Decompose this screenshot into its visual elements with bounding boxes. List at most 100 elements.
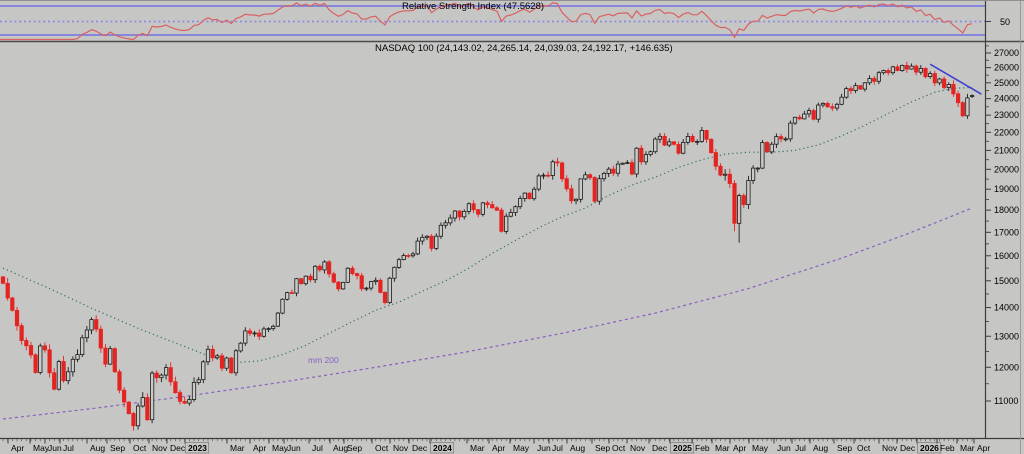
candle-body <box>774 136 779 145</box>
x-axis-month-label: Sep <box>595 443 610 453</box>
candle-body <box>466 203 472 212</box>
candle-body <box>52 372 57 390</box>
candle-body <box>746 180 751 206</box>
candle-body <box>261 328 267 337</box>
candle-body <box>862 82 868 90</box>
candle-body <box>229 357 234 374</box>
x-axis-month-label: Feb <box>940 443 955 453</box>
candle-body <box>951 84 956 95</box>
candle-body <box>830 106 835 109</box>
candle-body <box>238 342 243 352</box>
y-axis-label: 19000 <box>994 184 1019 194</box>
candle-body <box>653 138 658 153</box>
candle-body <box>820 103 826 106</box>
candle-body <box>308 275 313 281</box>
candle-body <box>564 178 569 190</box>
candle-body <box>187 399 192 404</box>
x-axis-year-label: 2024 <box>433 443 452 453</box>
candle-body <box>145 397 150 421</box>
candle-body <box>196 379 201 383</box>
x-axis-month-label: Mar <box>715 443 730 453</box>
x-axis-month-label: Oct <box>857 443 871 453</box>
candle-body <box>695 141 700 143</box>
candle-body <box>303 275 308 285</box>
candle-body <box>560 162 565 180</box>
candle-body <box>792 116 798 124</box>
x-axis-month-label: Nov <box>630 443 646 453</box>
candle-body <box>629 162 635 175</box>
trendline[interactable] <box>929 63 982 95</box>
candle-body <box>336 281 341 290</box>
y-axis-label: 16000 <box>994 251 1019 261</box>
candle-body <box>494 207 500 211</box>
candles-group[interactable] <box>0 61 975 431</box>
candle-body <box>410 253 416 257</box>
candle-body <box>462 210 467 218</box>
candle-body <box>965 97 970 117</box>
ma200-line <box>2 207 973 420</box>
x-axis-month-label: Oct <box>375 443 389 453</box>
x-axis-month-label: Aug <box>813 443 828 453</box>
x-axis-month-label: Jun <box>777 443 791 453</box>
x-axis-month-label: Sep <box>347 443 362 453</box>
price-series-title[interactable]: NASDAQ 100 (24,143.02, 24,265.14, 24,039… <box>375 43 673 54</box>
candle-body <box>326 261 332 275</box>
candle-body <box>313 265 318 281</box>
candle-body <box>331 273 336 283</box>
candle-body <box>448 217 453 224</box>
candle-body <box>457 210 462 218</box>
candle-body <box>452 210 458 219</box>
candle-body <box>373 279 378 282</box>
y-axis-label: 18000 <box>994 205 1019 215</box>
candle-body <box>504 215 509 232</box>
x-axis-year-label: 2025 <box>673 443 692 453</box>
y-axis-label: 21000 <box>994 145 1019 155</box>
y-axis-label: 15000 <box>994 276 1019 286</box>
candle-body <box>94 319 99 330</box>
candle-body <box>415 240 420 255</box>
y-axis-label: 17000 <box>994 227 1019 237</box>
candle-body <box>751 167 756 181</box>
candle-body <box>131 413 136 427</box>
candle-body <box>224 357 229 369</box>
candle-body <box>765 142 770 153</box>
x-axis-month-label: Apr <box>253 443 266 453</box>
x-axis-month-label: Aug <box>90 443 105 453</box>
x-axis-month-label: Sep <box>110 443 125 453</box>
candle-body <box>583 174 588 180</box>
x-axis-month-label: May <box>513 443 530 453</box>
x-axis-month-label: Dec <box>170 443 186 453</box>
candle-body <box>569 188 574 202</box>
x-axis-month-label: Apr <box>11 443 24 453</box>
candle-body <box>769 143 774 153</box>
candle-body <box>648 151 653 155</box>
candle-body <box>219 355 225 369</box>
candle-body <box>322 261 327 271</box>
candle-body <box>816 104 821 120</box>
x-axis-month-label: Aug <box>570 443 585 453</box>
candle-body <box>173 381 178 394</box>
candle-body <box>788 122 793 140</box>
candle-body <box>783 138 788 141</box>
y-axis-label: 25000 <box>994 78 1019 88</box>
rsi-indicator-title[interactable]: Relative Strength Index (47.5628) <box>401 1 545 12</box>
candle-body <box>168 367 173 383</box>
candle-body <box>932 73 937 84</box>
rsi-axis-label: 50 <box>1000 17 1010 27</box>
candle-body <box>299 278 304 285</box>
candle-body <box>280 298 285 314</box>
candle-body <box>611 168 616 174</box>
candle-body <box>522 192 527 199</box>
candle-body <box>806 110 812 115</box>
candle-body <box>80 337 85 355</box>
candle-body <box>247 330 252 334</box>
candle-body <box>387 277 392 304</box>
candle-body <box>918 68 923 73</box>
candle-body <box>350 267 355 274</box>
y-axis-label: 13000 <box>994 331 1019 341</box>
candle-body <box>685 135 691 143</box>
candle-body <box>368 281 374 289</box>
candle-body <box>354 273 360 277</box>
candle-body <box>382 291 388 303</box>
